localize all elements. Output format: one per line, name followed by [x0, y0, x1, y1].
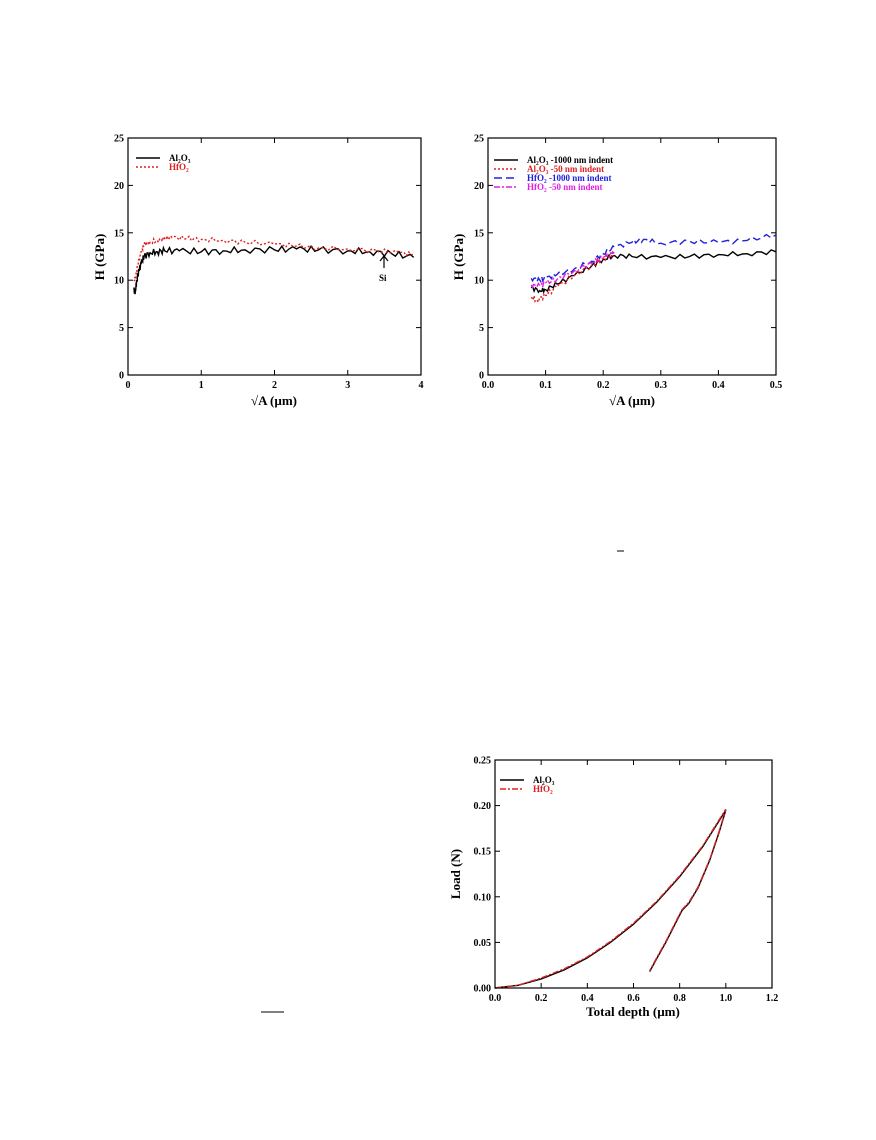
- chart-3-plot-area: [494, 808, 727, 989]
- chart-2-plot-area: [530, 233, 777, 304]
- x-tick-label: 0.8: [673, 993, 686, 1004]
- x-tick-label: 0.4: [581, 993, 594, 1004]
- y-tick-label: 25: [114, 134, 124, 145]
- legend-label: Al₂O₃ -50 nm indent: [527, 164, 604, 174]
- y-tick-label: 0.20: [474, 801, 492, 812]
- chart-hardness-vs-sqrtA: 0 1 2 3 4 0 5 10 15 20 25 √A (µm) H (GPa) Al₂O₃Hf…: [92, 134, 424, 409]
- chart-1-plot-area: [133, 233, 415, 295]
- y-tick-label: 0.05: [474, 938, 492, 949]
- y-tick-label: 20: [474, 181, 484, 192]
- chart-2-x-axis: 0.0 0.1 0.2 0.3 0.4 0.5: [482, 138, 783, 391]
- chart-1-frame: [127, 137, 422, 376]
- y-tick-label: 0.00: [474, 984, 492, 995]
- x-tick-label: 0.2: [597, 380, 610, 391]
- x-tick-label: 1.2: [766, 993, 779, 1004]
- y-tick-label: 25: [474, 134, 484, 145]
- legend-label: HfO₂: [533, 784, 553, 794]
- chart-1-x-label: √A (µm): [251, 393, 297, 408]
- y-tick-label: 10: [114, 276, 124, 287]
- chart-3-frame: [494, 759, 773, 989]
- legend-label: Al₂O₃ -1000 nm indent: [527, 155, 613, 165]
- y-tick-label: 5: [119, 323, 124, 334]
- y-tick-label: 10: [474, 276, 484, 287]
- x-tick-label: 0: [126, 380, 131, 391]
- x-tick-label: 0.0: [489, 993, 502, 1004]
- legend-label: HfO₂ -1000 nm indent: [527, 173, 611, 183]
- legend-label: Al₂O₃: [533, 775, 555, 785]
- chart-hardness-vs-sqrtA-zoom: 0.0 0.1 0.2 0.3 0.4 0.5 0 5 10 15 20 25 √A (µm) H …: [451, 134, 782, 409]
- y-tick-label: 15: [114, 228, 124, 239]
- x-tick-label: 0.1: [539, 380, 552, 391]
- y-tick-label: 0.15: [474, 847, 492, 858]
- chart-load-vs-depth: 0.0 0.2 0.4 0.6 0.8 1.0 1.2 0.000.050.100.150.…: [448, 756, 778, 1020]
- series-line-hfo2: [494, 808, 727, 989]
- series-line-al2o3-1000-nm-indent: [530, 249, 777, 295]
- y-tick-label: 0: [479, 371, 484, 382]
- chart-3-x-axis: 0.0 0.2 0.4 0.6 0.8 1.0 1.2: [489, 760, 779, 1004]
- x-tick-label: 2: [272, 380, 277, 391]
- x-tick-label: 4: [419, 380, 424, 391]
- y-tick-label: 5: [479, 323, 484, 334]
- chart-2-y-axis: 0 5 10 15 20 25: [474, 134, 776, 382]
- legend-label: HfO₂: [169, 162, 189, 172]
- x-tick-label: 0.3: [655, 380, 668, 391]
- x-tick-label: 1: [199, 380, 204, 391]
- chart-3-y-axis: 0.00 0.05 0.10 0.15 0.20 0.25: [474, 756, 772, 995]
- chart-2-y-label: H (GPa): [451, 234, 466, 281]
- x-tick-label: 1.0: [720, 993, 733, 1004]
- y-tick-label: 0: [119, 371, 124, 382]
- series-line-al2o3: [133, 245, 415, 295]
- chart-3-y-label: Load (N): [448, 849, 463, 899]
- legend-label: HfO₂ -50 nm indent: [527, 182, 602, 192]
- chart-1-x-axis: 0 1 2 3 4: [126, 138, 424, 391]
- x-tick-label: 0.6: [627, 993, 640, 1004]
- series-line-al2o3-50-nm-indent: [530, 250, 616, 304]
- y-tick-label: 15: [474, 228, 484, 239]
- si-annotation-arrow: [379, 255, 389, 268]
- x-tick-label: 3: [345, 380, 350, 391]
- x-tick-label: 0.2: [535, 993, 548, 1004]
- series-line-hfo2: [133, 233, 414, 282]
- y-tick-label: 0.25: [474, 756, 492, 767]
- chart-1-y-axis: 0 5 10 15 20 25: [114, 134, 421, 382]
- chart-2-x-label: √A (µm): [609, 393, 655, 408]
- y-tick-label: 20: [114, 181, 124, 192]
- chart-1-y-label: H (GPa): [92, 234, 107, 281]
- series-line-hfo2-1000-nm-indent: [530, 233, 777, 284]
- x-tick-label: 0.0: [482, 380, 495, 391]
- x-tick-label: 0.4: [712, 380, 725, 391]
- si-annotation-label: Si: [379, 273, 387, 283]
- y-tick-label: 0.10: [474, 892, 492, 903]
- x-tick-label: 0.5: [770, 380, 783, 391]
- chart-2-frame: [487, 137, 777, 376]
- legend-label: Al₂O₃: [169, 153, 191, 163]
- chart-3-x-label: Total depth (µm): [586, 1004, 680, 1019]
